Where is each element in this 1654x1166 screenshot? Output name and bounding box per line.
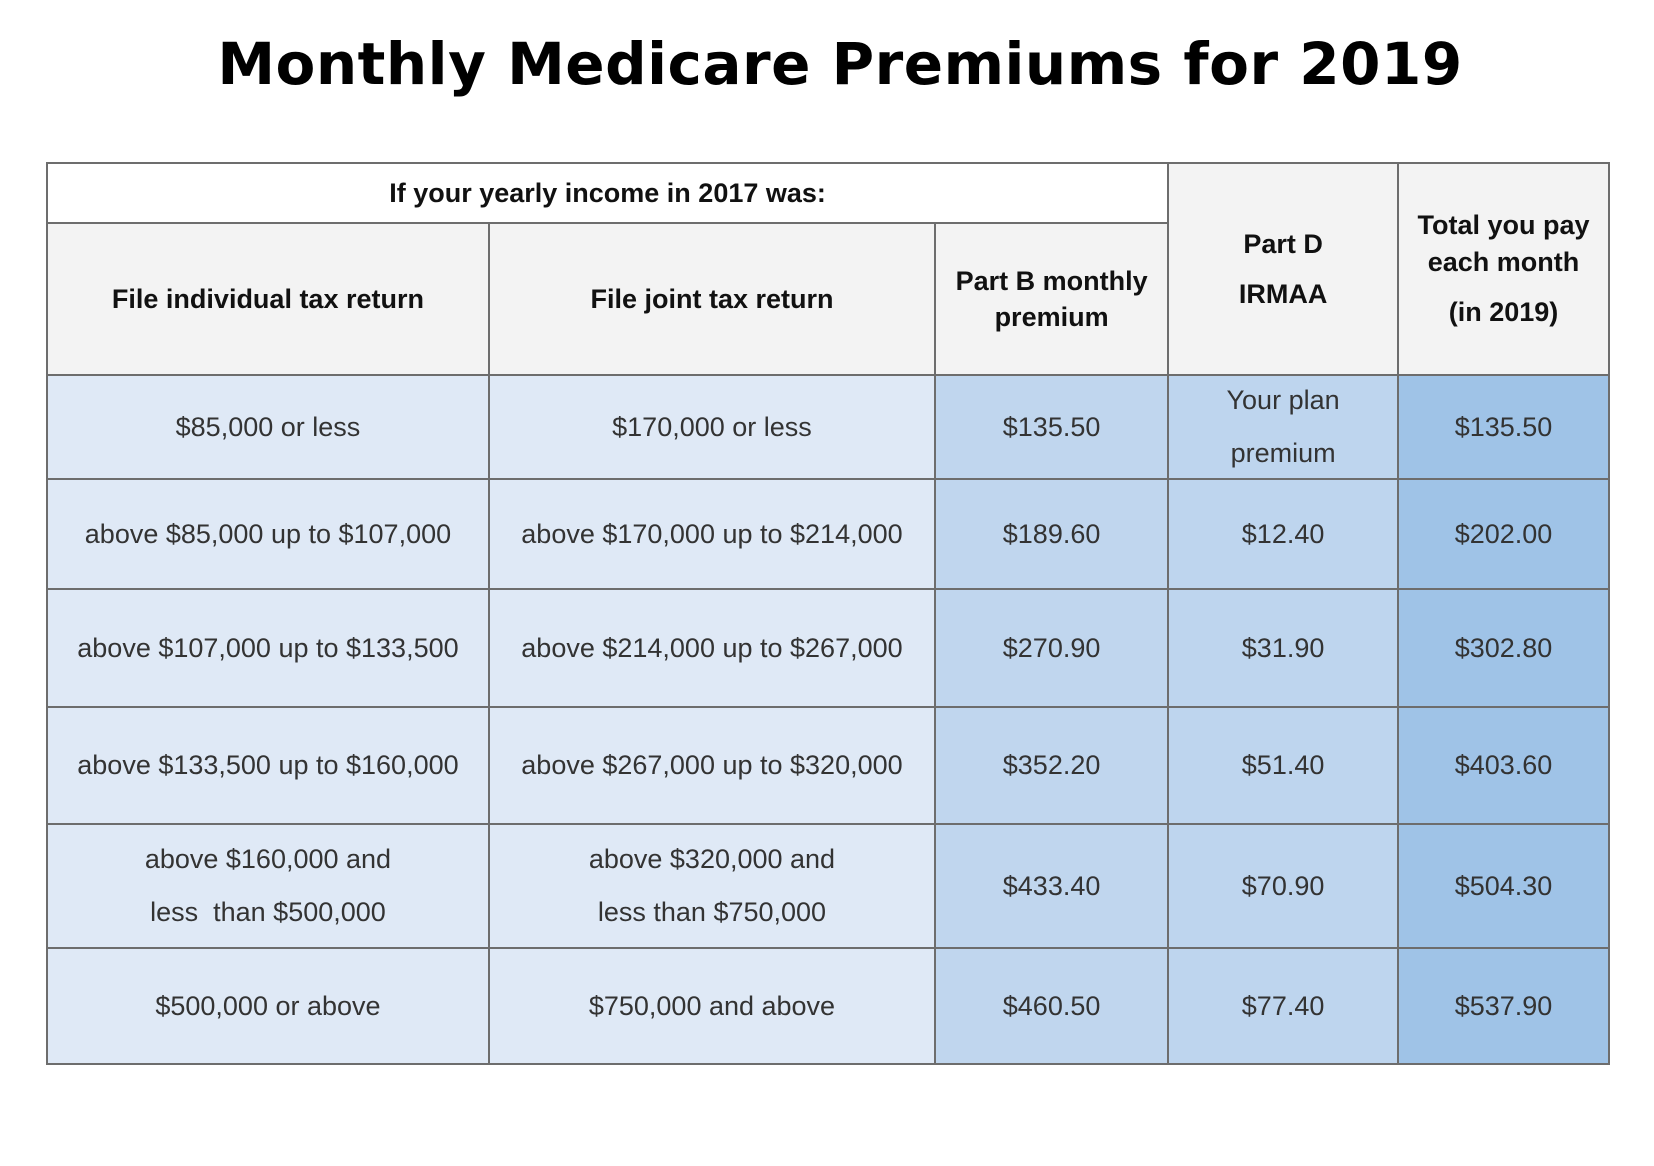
part-b-premium-cell: $270.90 (934, 588, 1170, 708)
individual-income-cell: above $85,000 up to $107,000 (46, 478, 490, 590)
individual-income-cell: $85,000 or less (46, 374, 490, 480)
individual-header: File individual tax return (46, 222, 490, 376)
part-d-irmaa-cell: Your plan premium (1167, 374, 1400, 480)
part-b-premium-cell: $433.40 (934, 823, 1170, 949)
joint-income-cell: $750,000 and above (487, 947, 937, 1065)
total-monthly-cell: $537.90 (1397, 947, 1610, 1065)
header-row-top: If your yearly income in 2017 was: Part … (45, 162, 1610, 376)
total-monthly-cell: $302.80 (1397, 588, 1610, 708)
part-d-irmaa-cell: $77.40 (1167, 947, 1400, 1065)
part-b-premium-cell: $135.50 (934, 374, 1170, 480)
joint-header: File joint tax return (487, 222, 937, 376)
total-monthly-cell: $202.00 (1397, 478, 1610, 590)
total-monthly-cell: $135.50 (1397, 374, 1610, 480)
joint-income-cell: $170,000 or less (487, 374, 937, 480)
table-row: above $160,000 and less than $500,000 ab… (46, 823, 1610, 949)
total-header: Total you pay each month (in 2019) (1397, 162, 1610, 376)
individual-income-cell: $500,000 or above (46, 947, 490, 1065)
part-b-premium-cell: $352.20 (934, 706, 1170, 825)
total-header-line2: (in 2019) (1448, 297, 1559, 328)
part-d-irmaa-line1: Your plan (1226, 385, 1340, 415)
individual-income-cell: above $107,000 up to $133,500 (46, 588, 490, 708)
individual-income-line2: less than $500,000 (150, 897, 386, 927)
joint-income-cell: above $267,000 up to $320,000 (487, 706, 937, 825)
table-row: $85,000 or less $170,000 or less $135.50… (46, 374, 1610, 480)
table-row: above $133,500 up to $160,000 above $267… (46, 706, 1610, 825)
individual-income-line1: above $160,000 and (144, 844, 392, 874)
part-d-header-line2: IRMAA (1238, 279, 1328, 309)
premiums-table: If your yearly income in 2017 was: Part … (45, 162, 1610, 1065)
part-b-header: Part B monthly premium (934, 222, 1170, 376)
income-group-header: If your yearly income in 2017 was: (45, 162, 1170, 224)
joint-income-line2: less than $750,000 (597, 897, 827, 927)
part-d-irmaa-cell: $51.40 (1167, 706, 1400, 825)
total-monthly-cell: $403.60 (1397, 706, 1610, 825)
page-title: Monthly Medicare Premiums for 2019 (217, 30, 1463, 98)
joint-income-cell: above $214,000 up to $267,000 (487, 588, 937, 708)
part-d-irmaa-cell: $12.40 (1167, 478, 1400, 590)
part-d-irmaa-cell: $31.90 (1167, 588, 1400, 708)
joint-income-cell: above $320,000 and less than $750,000 (487, 823, 937, 949)
joint-income-line1: above $320,000 and (588, 844, 836, 874)
individual-income-cell: above $133,500 up to $160,000 (46, 706, 490, 825)
part-d-irmaa-cell: $70.90 (1167, 823, 1400, 949)
part-b-premium-cell: $189.60 (934, 478, 1170, 590)
table-row: above $85,000 up to $107,000 above $170,… (46, 478, 1610, 590)
header-row-columns: File individual tax return File joint ta… (46, 222, 1609, 376)
individual-income-cell: above $160,000 and less than $500,000 (46, 823, 490, 949)
part-b-premium-cell: $460.50 (934, 947, 1170, 1065)
part-d-header-line1: Part D (1243, 228, 1323, 259)
table-row: above $107,000 up to $133,500 above $214… (46, 588, 1610, 708)
part-d-header: Part D IRMAA (1167, 162, 1400, 376)
total-monthly-cell: $504.30 (1397, 823, 1610, 949)
total-header-line1: Total you pay each month (1417, 210, 1590, 277)
part-d-irmaa-line2: premium (1230, 438, 1336, 468)
table-row: $500,000 or above $750,000 and above $46… (46, 947, 1610, 1065)
joint-income-cell: above $170,000 up to $214,000 (487, 478, 937, 590)
